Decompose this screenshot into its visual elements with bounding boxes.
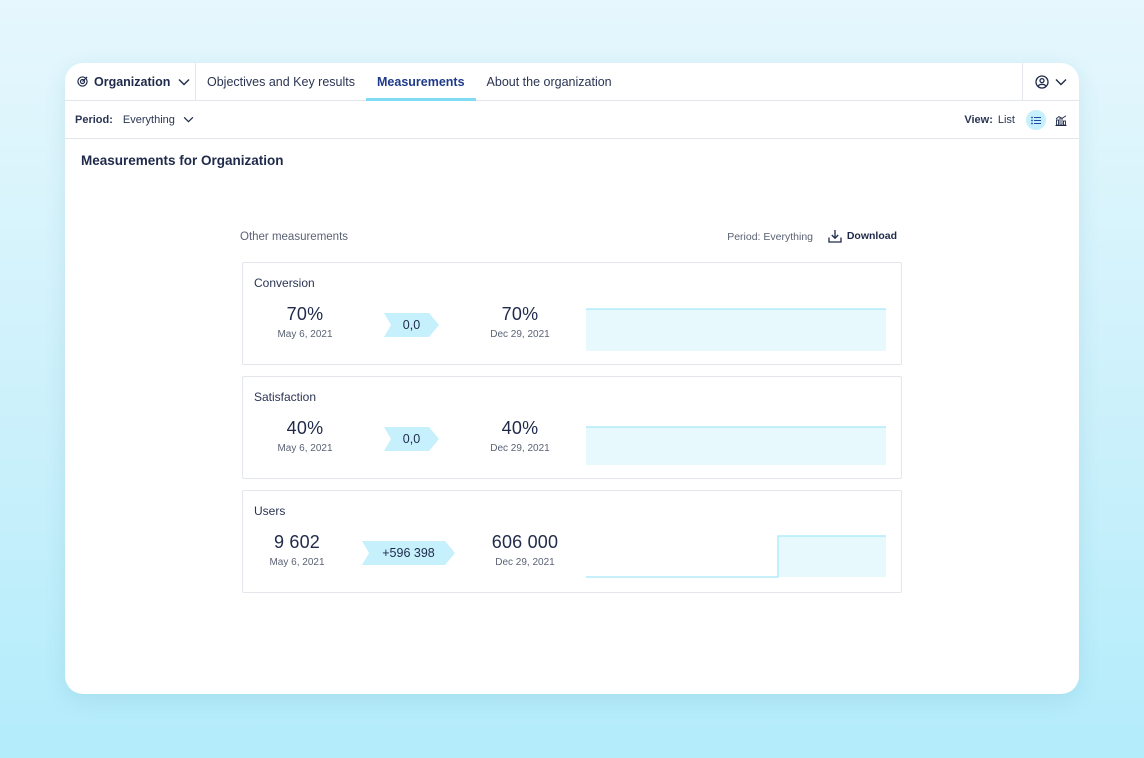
start-value: 9 602	[273, 532, 321, 552]
end-value-block: 40% Dec 29, 2021	[460, 418, 580, 454]
sparkline-chart	[586, 426, 886, 465]
view-value: List	[997, 114, 1015, 126]
user-circle-icon	[1035, 75, 1049, 89]
measurement-card[interactable]: Satisfaction 40% May 6, 2021 0,0 40% Dec…	[242, 376, 902, 479]
sparkline-area	[586, 536, 886, 577]
period-filter-value: Everything	[122, 113, 175, 126]
tab-about[interactable]: About the organization	[486, 74, 612, 89]
end-date: Dec 29, 2021	[495, 557, 555, 568]
download-icon	[828, 230, 842, 243]
app-window: Organization Objectives and Key results …	[65, 63, 1079, 694]
list-icon	[1031, 116, 1041, 124]
start-value: 70%	[286, 304, 324, 324]
main-tabs: Objectives and Key results Measurements …	[196, 63, 623, 101]
tab-measurements[interactable]: Measurements	[366, 63, 476, 101]
end-value-block: 606 000 Dec 29, 2021	[465, 532, 585, 568]
start-value-block: 40% May 6, 2021	[245, 418, 365, 454]
tab-objectives[interactable]: Objectives and Key results	[207, 74, 355, 89]
sparkline-line	[586, 535, 886, 578]
filter-bar: Period: Everything View: List	[65, 101, 1079, 139]
sparkline-chart	[586, 308, 886, 351]
change-badge: +596 398	[362, 541, 455, 565]
end-value: 606 000	[491, 532, 559, 552]
end-date: Dec 29, 2021	[490, 329, 550, 340]
end-value-block: 70% Dec 29, 2021	[460, 304, 580, 340]
sparkline-area	[586, 309, 886, 351]
chevron-down-icon	[1055, 79, 1067, 86]
measurement-card[interactable]: Conversion 70% May 6, 2021 0,0 70% Dec 2…	[242, 262, 902, 365]
start-date: May 6, 2021	[277, 329, 333, 340]
measurements-section-header: Other measurements Period: Everything Do…	[240, 229, 897, 247]
period-filter-label: Period:	[75, 113, 113, 126]
change-badge: 0,0	[384, 427, 439, 451]
view-switcher: View: List	[964, 101, 1071, 139]
download-label: Download	[846, 230, 897, 242]
organization-label: Organization	[94, 74, 171, 89]
change-badge: 0,0	[384, 313, 439, 337]
end-value: 70%	[501, 304, 539, 324]
chart-view-button[interactable]	[1051, 110, 1071, 130]
measurement-card[interactable]: Users 9 602 May 6, 2021 +596 398 606 000…	[242, 490, 902, 593]
period-filter-select[interactable]: Everything	[123, 114, 194, 126]
section-title: Other measurements	[240, 231, 349, 243]
end-value: 40%	[501, 418, 539, 438]
start-value-block: 9 602 May 6, 2021	[237, 532, 357, 568]
measurement-name: Conversion	[254, 276, 315, 290]
chevron-down-icon	[183, 116, 194, 123]
sparkline-area	[586, 427, 886, 465]
view-label: View:	[964, 114, 993, 126]
start-value: 40%	[286, 418, 324, 438]
measurement-name: Users	[254, 504, 286, 518]
list-view-button[interactable]	[1026, 110, 1046, 130]
top-navigation: Organization Objectives and Key results …	[65, 63, 1079, 101]
section-period: Period: Everything	[727, 231, 813, 243]
sparkline-chart	[586, 535, 886, 578]
chevron-down-icon	[178, 78, 190, 85]
target-icon	[77, 76, 88, 87]
measurement-name: Satisfaction	[254, 390, 317, 404]
start-value-block: 70% May 6, 2021	[245, 304, 365, 340]
start-date: May 6, 2021	[277, 443, 333, 454]
end-date: Dec 29, 2021	[490, 443, 550, 454]
chart-icon	[1055, 114, 1067, 126]
download-button[interactable]: Download	[828, 229, 897, 243]
start-date: May 6, 2021	[269, 557, 325, 568]
organization-selector[interactable]: Organization	[65, 63, 196, 100]
page-title: Measurements for Organization	[81, 153, 284, 168]
user-menu[interactable]	[1022, 63, 1079, 101]
